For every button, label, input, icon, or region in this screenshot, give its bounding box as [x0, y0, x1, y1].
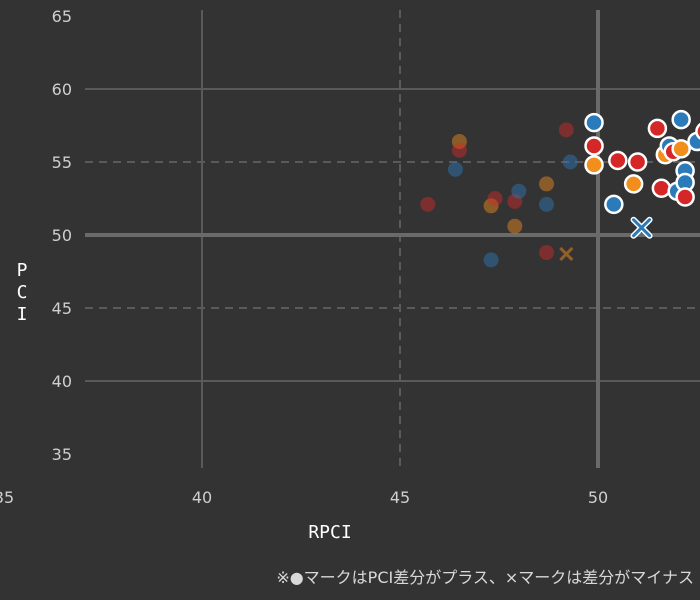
- faded-point: [487, 191, 503, 206]
- y-axis-title-char: C: [17, 282, 28, 303]
- data-point: [671, 109, 691, 130]
- data-point: [695, 122, 700, 140]
- data-point: [651, 178, 672, 199]
- y-tick-label: 65: [52, 7, 72, 26]
- data-point: [675, 187, 695, 207]
- data-point: [623, 174, 644, 194]
- data-point: [647, 118, 668, 139]
- data-point: [608, 150, 628, 171]
- footnote: ※●マークはPCI差分がプラス、×マークは差分がマイナス: [276, 568, 694, 587]
- faded-point: [539, 176, 555, 192]
- faded-point: [447, 161, 463, 177]
- faded-point: [507, 193, 523, 209]
- y-axis-title-char: P: [17, 260, 28, 281]
- data-point: [604, 194, 624, 215]
- faded-point: [539, 245, 555, 261]
- y-tick-label: 35: [52, 445, 72, 464]
- data-point: [584, 136, 604, 156]
- faded-point: [558, 122, 574, 138]
- x-tick-label: 45: [390, 488, 410, 507]
- y-axis-title-char: I: [17, 304, 28, 325]
- faded-point: [483, 198, 499, 214]
- faded-point: [451, 134, 467, 150]
- data-point: [627, 152, 648, 172]
- faded-point: [483, 252, 499, 268]
- faded-point: [451, 142, 467, 158]
- cross-point: [632, 218, 652, 238]
- faded-point: [539, 196, 555, 212]
- data-point: [671, 139, 691, 159]
- y-tick-label: 45: [52, 299, 72, 318]
- faded-point: [562, 154, 578, 170]
- faded-point: [420, 196, 436, 212]
- data-point: [584, 155, 604, 175]
- x-tick-label: 50: [588, 488, 608, 507]
- x-tick-label: 40: [192, 488, 212, 507]
- data-point: [584, 112, 604, 133]
- y-tick-label: 60: [52, 80, 72, 99]
- y-tick-label: 40: [52, 372, 72, 391]
- y-tick-label: 55: [52, 153, 72, 172]
- y-tick-label: 50: [52, 226, 72, 245]
- faded-cross-point: [559, 246, 574, 262]
- x-axis-title: RPCI: [308, 522, 351, 543]
- faded-point: [511, 183, 527, 199]
- faded-point: [507, 218, 523, 234]
- x-tick-label: 35: [0, 488, 14, 507]
